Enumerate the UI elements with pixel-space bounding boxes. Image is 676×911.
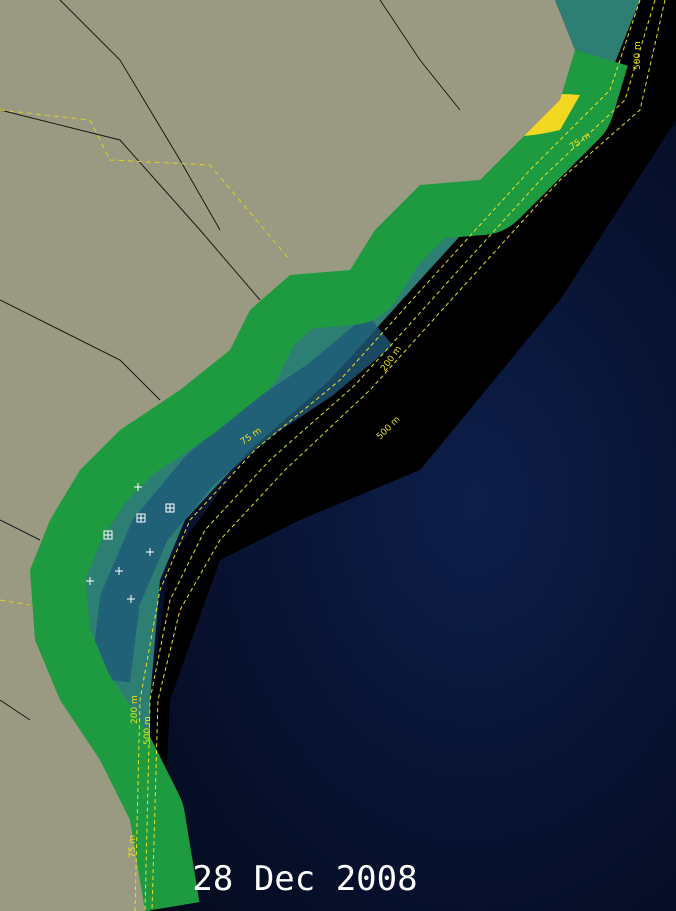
isobaths bbox=[134, 0, 666, 911]
state-borders bbox=[0, 109, 291, 606]
isobath-label: 500 m bbox=[143, 716, 153, 745]
station bbox=[127, 595, 135, 603]
land bbox=[0, 0, 575, 911]
station bbox=[146, 548, 154, 556]
isobath-label: 200 m bbox=[130, 695, 140, 724]
station-box bbox=[103, 530, 113, 540]
station bbox=[115, 567, 123, 575]
station bbox=[134, 483, 142, 491]
isobath-label: 75 m bbox=[128, 835, 138, 858]
isobath-label: 500 m bbox=[633, 41, 643, 70]
date-label: 28 Dec 2008 bbox=[192, 859, 417, 899]
station-box bbox=[136, 513, 146, 523]
shelf-dark bbox=[150, 0, 676, 911]
rivers-borders bbox=[0, 0, 461, 721]
station bbox=[86, 577, 94, 585]
stations bbox=[86, 483, 175, 603]
mid-shelf bbox=[90, 314, 393, 683]
station-box bbox=[165, 503, 175, 513]
